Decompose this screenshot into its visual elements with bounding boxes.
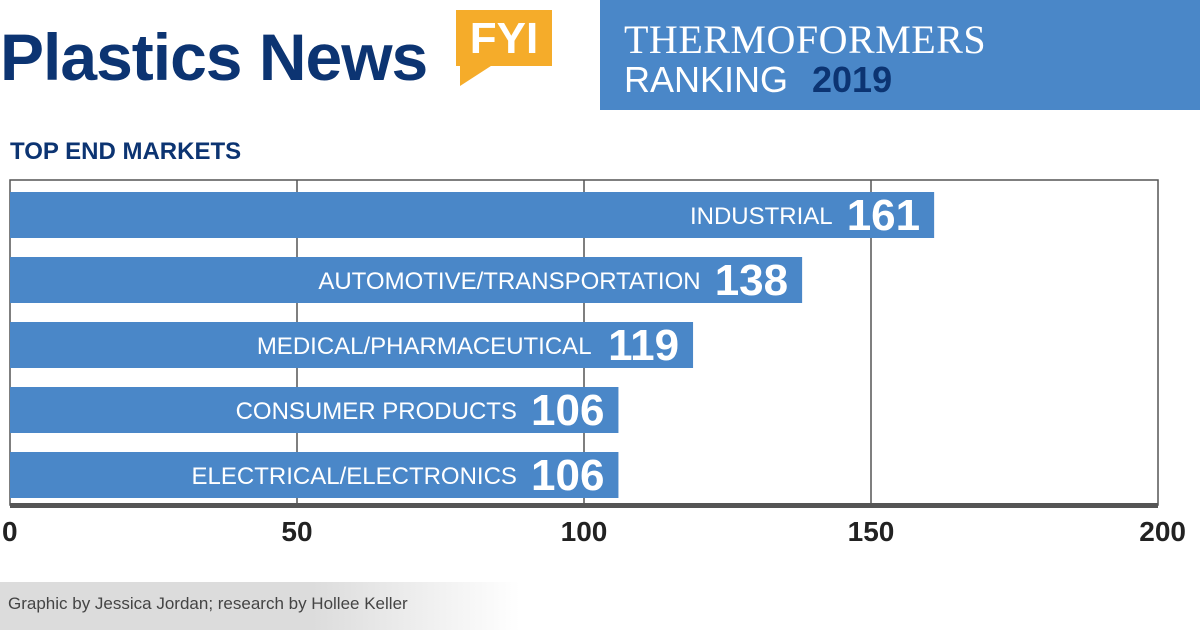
banner-title: THERMOFORMERS — [624, 17, 987, 62]
bar-chart: 161 INDUSTRIAL 138 AUTOMOTIVE/TRANSPORTATIO… — [2, 179, 1186, 547]
bar — [10, 387, 619, 433]
x-tick-label: 200 — [1139, 516, 1186, 547]
footer: Graphic by Jessica Jordan; research by H… — [0, 582, 520, 630]
chart-title: TOP END MARKETS — [10, 138, 242, 165]
x-tick-label: 100 — [561, 516, 608, 547]
data-label: 161 — [847, 191, 920, 240]
category-label: AUTOMOTIVE/TRANSPORTATION — [318, 268, 700, 295]
category-label: MEDICAL/PHARMACEUTICAL — [257, 333, 592, 360]
bar — [10, 192, 935, 238]
x-axis-line — [10, 503, 1158, 508]
plastics-news-logo: Plastics News — [0, 20, 428, 94]
bar — [10, 322, 694, 368]
data-label: 119 — [608, 321, 679, 370]
x-tick-label: 0 — [2, 516, 18, 547]
credit-text: Graphic by Jessica Jordan; research by H… — [8, 594, 408, 613]
ranking-banner: THERMOFORMERS RANKING 2019 — [600, 0, 1200, 110]
bar — [10, 452, 619, 498]
category-label: INDUSTRIAL — [690, 203, 833, 230]
x-tick-label: 150 — [848, 516, 895, 547]
banner-year: 2019 — [812, 59, 893, 100]
fyi-badge: FYI — [456, 10, 552, 66]
data-label: 106 — [531, 451, 604, 500]
data-label: 138 — [715, 256, 788, 305]
category-label: ELECTRICAL/ELECTRONICS — [192, 463, 517, 490]
data-label: 106 — [531, 386, 604, 435]
x-tick-label: 50 — [281, 516, 312, 547]
fyi-badge-tail — [460, 64, 494, 86]
bar — [10, 257, 803, 303]
banner-subtitle: RANKING — [624, 59, 789, 100]
category-label: CONSUMER PRODUCTS — [236, 398, 517, 425]
